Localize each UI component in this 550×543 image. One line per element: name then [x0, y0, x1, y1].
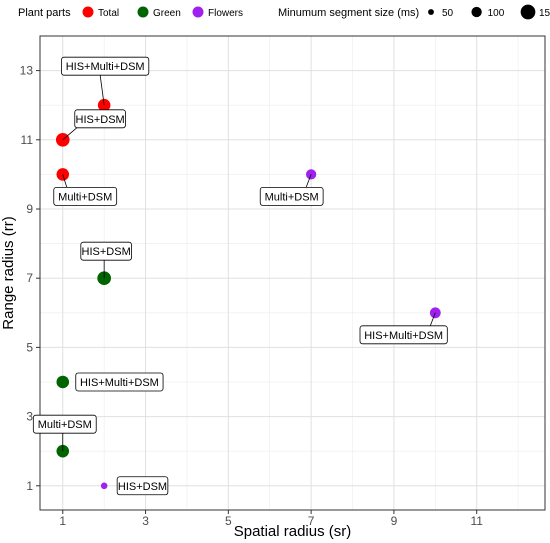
y-tick-label: 13 — [20, 64, 34, 78]
x-tick-label: 3 — [142, 514, 149, 528]
legend: Plant parts Total Green Flowers Minumum segm… — [18, 4, 550, 20]
point-label: HIS+DSM — [82, 246, 131, 258]
label-box — [75, 372, 164, 392]
legend-size-swatch — [520, 4, 536, 20]
plot-panel — [39, 35, 546, 511]
label-box — [116, 476, 169, 496]
point-label: Multi+DSM — [265, 191, 319, 203]
x-axis-title: Spatial radius (sr) — [234, 523, 352, 540]
label-box — [32, 414, 97, 434]
label-leader — [305, 174, 312, 188]
legend-size-label: 50 — [442, 8, 454, 19]
legend-swatch — [192, 6, 204, 18]
label-box — [359, 325, 448, 345]
legend-size-swatch — [428, 9, 434, 15]
y-tick-label: 1 — [26, 479, 33, 493]
legend-label: Total — [98, 8, 119, 19]
x-tick-label: 9 — [391, 514, 398, 528]
label-box — [80, 241, 132, 261]
x-tick-label: 5 — [225, 514, 232, 528]
point-label: HIS+Multi+DSM — [66, 61, 145, 73]
label-box — [259, 186, 324, 206]
y-tick-label: 5 — [26, 340, 33, 354]
label-leader — [99, 75, 105, 106]
y-tick-label: 9 — [26, 202, 33, 216]
y-axis-title: Range radius (rr) — [0, 216, 17, 329]
data-point — [56, 375, 70, 389]
point-label: HIS+DSM — [76, 114, 125, 126]
legend-swatch — [137, 6, 149, 18]
legend-size-label: 150 — [539, 8, 550, 19]
legend-size-label: 100 — [488, 8, 505, 19]
point-label: Multi+DSM — [58, 191, 112, 203]
y-tick-label: 7 — [26, 271, 33, 285]
legend-size-swatch — [471, 6, 482, 18]
y-tick-label: 11 — [21, 133, 34, 147]
x-tick-label: 7 — [308, 514, 315, 528]
panel-border — [39, 35, 546, 511]
x-tick-label: 1 — [59, 514, 66, 528]
point-labels: HIS+Multi+DSM HIS+DSM Multi+DSM HIS+DSM HIS+… — [32, 56, 448, 496]
legend-label: Green — [153, 8, 181, 19]
panel-background — [40, 36, 545, 510]
color-legend-title: Plant parts — [18, 7, 71, 19]
data-point — [55, 132, 70, 147]
point-label: Multi+DSM — [38, 419, 92, 431]
data-point — [97, 271, 111, 286]
label-box — [74, 109, 126, 129]
x-tick-label: 11 — [470, 514, 483, 528]
label-box — [53, 186, 118, 206]
legend-swatch — [82, 6, 94, 18]
y-tick-label: 3 — [26, 410, 33, 424]
point-label: HIS+DSM — [118, 481, 167, 493]
point-label: HIS+Multi+DSM — [364, 330, 443, 342]
label-leader — [429, 312, 436, 326]
size-legend-title: Minumum segment size (ms) — [278, 7, 419, 19]
label-leader — [62, 127, 78, 141]
label-leader — [62, 174, 68, 188]
point-label: HIS+Multi+DSM — [80, 377, 159, 389]
label-box — [61, 56, 150, 76]
data-point — [100, 482, 108, 490]
legend-label: Flowers — [208, 8, 243, 19]
